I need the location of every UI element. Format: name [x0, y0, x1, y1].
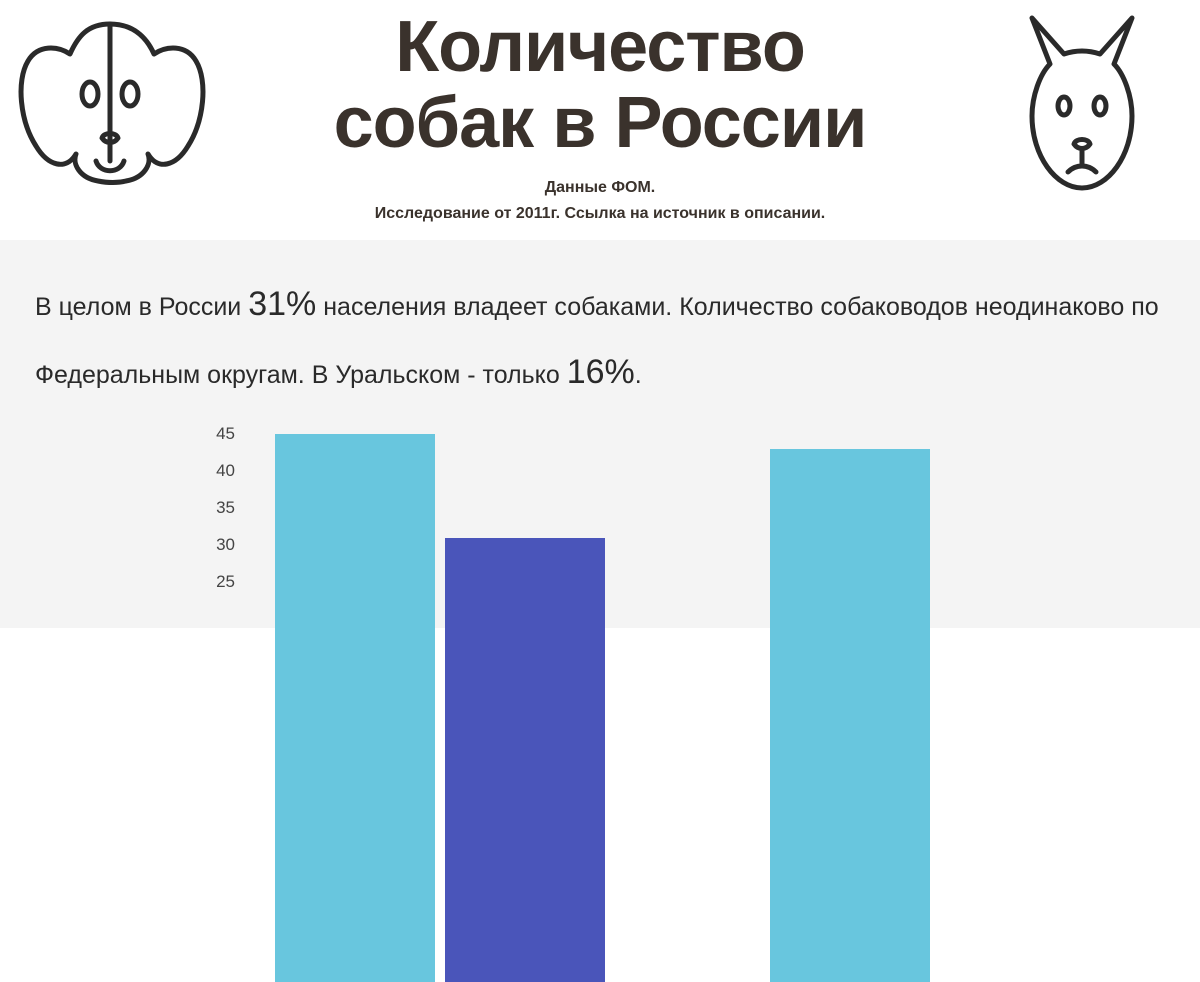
header-section: Количество собак в России Данные ФОМ. Ис…: [0, 0, 1200, 240]
bar: [275, 434, 435, 982]
desc-stat2: 16%: [567, 353, 635, 391]
bar: [445, 538, 605, 982]
y-tick: 25: [216, 572, 235, 592]
bar: [770, 449, 930, 982]
y-tick: 30: [216, 535, 235, 555]
y-tick: 40: [216, 461, 235, 481]
dog-right-icon: [992, 6, 1172, 206]
plot-area: [250, 424, 1070, 982]
bar-chart: 45 40 35 30 25: [195, 424, 1165, 644]
y-tick: 35: [216, 498, 235, 518]
description-text: В целом в России 31% населения владеет с…: [35, 270, 1165, 406]
desc-part3: .: [635, 361, 642, 389]
title-line-1: Количество: [395, 7, 805, 87]
y-tick: 45: [216, 424, 235, 444]
title-line-2: собак в России: [334, 83, 867, 163]
body-section: В целом в России 31% населения владеет с…: [0, 240, 1200, 628]
desc-part1: В целом в России: [35, 293, 248, 321]
desc-stat1: 31%: [248, 285, 316, 323]
dog-left-icon: [8, 6, 213, 191]
